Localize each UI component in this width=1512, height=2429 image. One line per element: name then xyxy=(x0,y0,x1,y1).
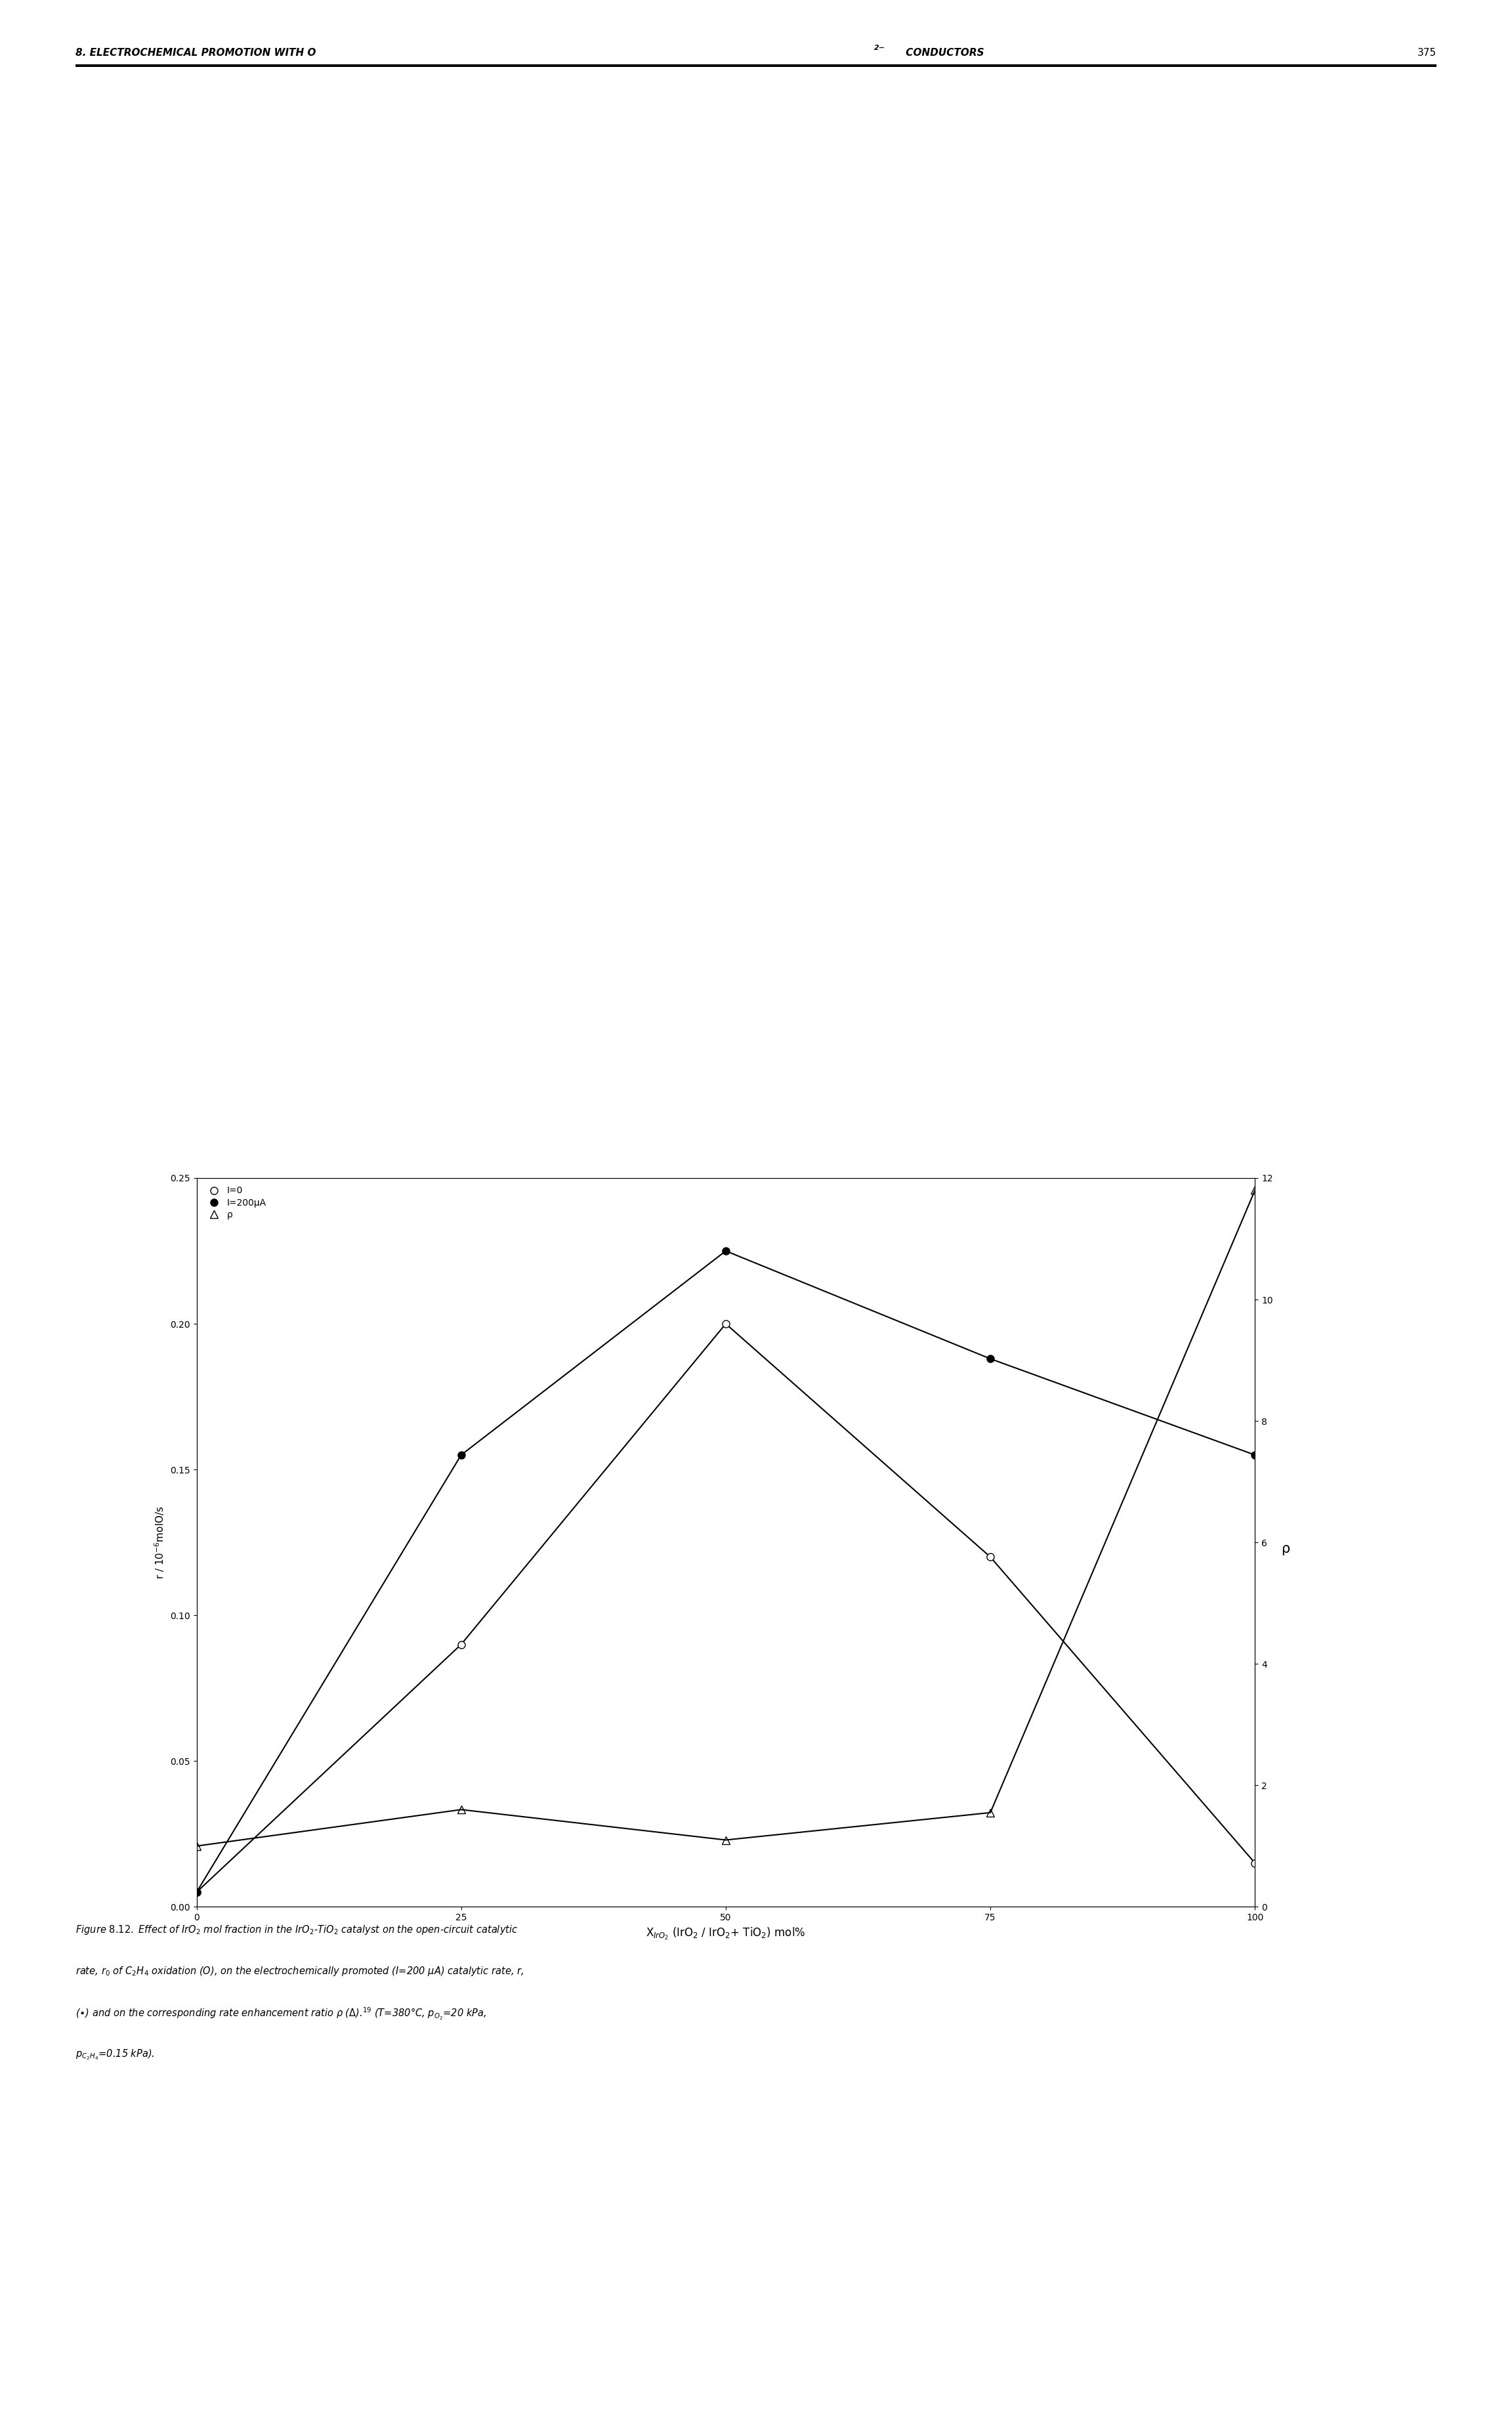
Text: p$_{C_2H_4}$=0.15 kPa).: p$_{C_2H_4}$=0.15 kPa). xyxy=(76,2048,154,2062)
Text: 2−: 2− xyxy=(874,44,885,51)
Text: 375: 375 xyxy=(1417,49,1436,58)
Legend: I=0, I=200μA, ρ: I=0, I=200μA, ρ xyxy=(201,1183,269,1222)
Y-axis label: r / 10$^{-6}$molO/s: r / 10$^{-6}$molO/s xyxy=(153,1506,166,1579)
Text: CONDUCTORS: CONDUCTORS xyxy=(903,49,984,58)
Y-axis label: ρ: ρ xyxy=(1281,1542,1290,1555)
Text: 8. ELECTROCHEMICAL PROMOTION WITH O: 8. ELECTROCHEMICAL PROMOTION WITH O xyxy=(76,49,316,58)
X-axis label: X$_{IrO_2}$ (IrO$_2$ / IrO$_2$+ TiO$_2$) mol%: X$_{IrO_2}$ (IrO$_2$ / IrO$_2$+ TiO$_2$)… xyxy=(646,1926,806,1941)
Text: $\it{Figure\ 8.12.}$ Effect of IrO$_2$ mol fraction in the IrO$_2$-TiO$_2$ catal: $\it{Figure\ 8.12.}$ Effect of IrO$_2$ m… xyxy=(76,1924,519,1936)
Text: rate, r$_0$ of C$_2$H$_4$ oxidation (O), on the electrochemically promoted (I=20: rate, r$_0$ of C$_2$H$_4$ oxidation (O),… xyxy=(76,1965,525,1977)
Text: ($\bullet$) and on the corresponding rate enhancement ratio $\rho$ ($\Delta$).$^: ($\bullet$) and on the corresponding rat… xyxy=(76,2006,487,2021)
